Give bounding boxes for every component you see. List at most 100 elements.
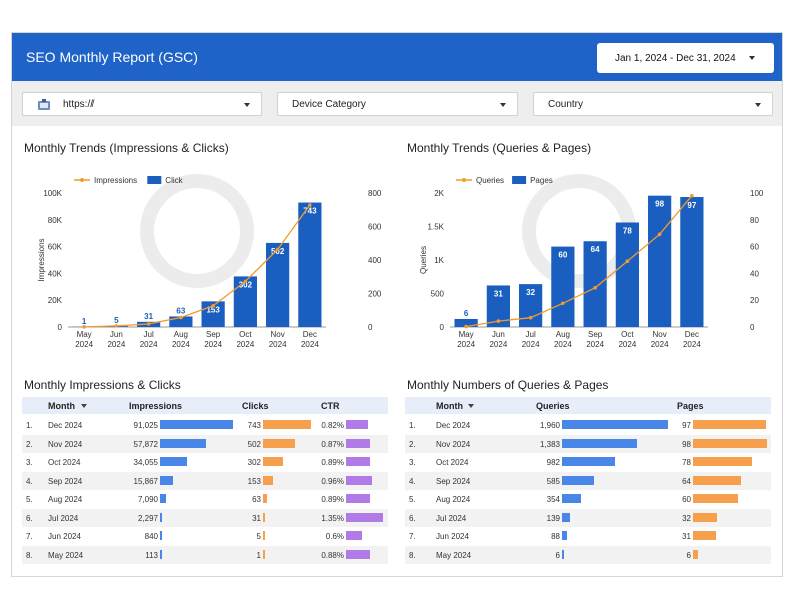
table-row[interactable]: 1. Dec 2024 1,960 97	[405, 416, 771, 434]
table-header: Month Queries Pages	[405, 397, 771, 414]
table-row[interactable]: 3. Oct 2024 982 78	[405, 453, 771, 471]
pages-cell: 60	[682, 495, 691, 504]
country-filter[interactable]: Country	[533, 92, 773, 116]
date-range-picker[interactable]: Jan 1, 2024 - Dec 31, 2024	[597, 43, 774, 73]
table-row[interactable]: 5. Aug 2024 354 60	[405, 490, 771, 508]
y2-tick-label: 60	[750, 243, 759, 252]
y-tick-label: 0	[440, 323, 445, 332]
row-number: 7.	[26, 532, 33, 541]
impressions-bar	[160, 494, 166, 503]
table-row[interactable]: 5. Aug 2024 7,090 63 0.89%	[22, 490, 388, 508]
month-cell: Nov 2024	[436, 439, 471, 449]
x-tick-label: 2024	[140, 340, 158, 349]
pages-cell: 78	[682, 458, 691, 467]
bar-data-label: 78	[623, 226, 632, 235]
x-tick-label: Aug	[556, 330, 570, 339]
x-tick-label: 2024	[301, 340, 319, 349]
month-cell: Sep 2024	[436, 476, 471, 486]
month-cell: May 2024	[436, 550, 472, 560]
table-row[interactable]: 8. May 2024 113 1 0.88%	[22, 545, 388, 564]
impressions-bar	[160, 531, 162, 540]
site-filter[interactable]: https://̸	[22, 92, 262, 116]
queries-bar	[562, 512, 570, 522]
table-row[interactable]: 2. Nov 2024 1,383 98	[405, 434, 771, 453]
bar	[266, 242, 290, 327]
bar	[233, 276, 257, 327]
queries-cell: 1,960	[539, 421, 560, 430]
row-number: 5.	[26, 495, 33, 504]
month-cell: Aug 2024	[48, 495, 83, 504]
clicks-cell: 5	[256, 532, 261, 541]
table-row[interactable]: 3. Oct 2024 34,055 302 0.89%	[22, 453, 388, 471]
y-tick-label: 1K	[434, 256, 444, 265]
table-row[interactable]: 6. Jul 2024 2,297 31 1.35%	[22, 508, 388, 527]
y2-tick-label: 40	[750, 269, 759, 278]
table-row[interactable]: 7. Jun 2024 840 5 0.6%	[22, 527, 388, 545]
filter-bar: https://̸ Device Category Country	[12, 81, 782, 126]
table-row[interactable]: 7. Jun 2024 88 31	[405, 527, 771, 545]
y-tick-label: 60K	[48, 243, 63, 252]
bar-data-label: 97	[687, 201, 696, 210]
pages-bar	[693, 475, 742, 485]
row-number: 3.	[26, 458, 33, 467]
line-point	[114, 324, 119, 328]
x-tick-label: 2024	[618, 340, 636, 349]
table-row[interactable]: 4. Sep 2024 15,867 153 0.96%	[22, 471, 388, 490]
queries-cell: 6	[555, 550, 560, 560]
x-tick-label: Sep	[206, 330, 221, 339]
clicks-bar	[263, 457, 283, 466]
clicks-bar	[263, 438, 296, 448]
clicks-bar	[263, 475, 273, 485]
clicks-bar	[263, 512, 265, 522]
queries-bar	[562, 475, 594, 485]
column-header-month[interactable]: Month	[48, 401, 75, 411]
x-tick-label: Nov	[271, 330, 285, 339]
bar-data-label: 6	[464, 309, 469, 318]
column-header-impressions[interactable]: Impressions	[129, 401, 183, 411]
line-point	[496, 319, 501, 323]
table-row[interactable]: 2. Nov 2024 57,872 502 0.87%	[22, 434, 388, 453]
line-point	[528, 315, 533, 320]
device-filter-label: Device Category	[292, 99, 366, 110]
sort-desc-icon[interactable]	[468, 404, 474, 408]
table-row[interactable]: 8. May 2024 6 6	[405, 545, 771, 564]
ctr-bar	[346, 512, 383, 522]
chevron-down-icon	[500, 103, 506, 107]
site-icon	[38, 99, 50, 110]
sort-desc-icon[interactable]	[81, 404, 87, 408]
watermark-logo-icon	[522, 174, 636, 288]
month-cell: Aug 2024	[436, 495, 471, 504]
y-tick-label: 80K	[48, 216, 63, 225]
ctr-bar	[346, 420, 369, 429]
report-frame: SEO Monthly Report (GSC) Jan 1, 2024 - D…	[11, 32, 783, 577]
pages-bar	[693, 494, 739, 503]
table-row[interactable]: 6. Jul 2024 139 32	[405, 508, 771, 527]
column-header-clicks[interactable]: Clicks	[242, 401, 269, 411]
queries-pages-table: Month Queries Pages 1. Dec 2024 1,960 97 2. N…	[405, 397, 771, 564]
impressions-cell: 7,090	[137, 495, 158, 504]
bar-data-label: 5	[114, 316, 119, 325]
y2-tick-label: 0	[750, 323, 755, 332]
row-number: 1.	[409, 421, 416, 430]
device-filter[interactable]: Device Category	[277, 92, 518, 116]
impressions-cell: 34,055	[133, 458, 158, 467]
x-tick-label: 2024	[683, 340, 701, 349]
ctr-cell: 0.6%	[325, 532, 344, 541]
clicks-cell: 63	[252, 495, 261, 504]
watermark-logo-icon	[140, 174, 254, 288]
column-header-queries[interactable]: Queries	[536, 401, 570, 411]
impressions-bar	[160, 549, 162, 559]
table-row[interactable]: 1. Dec 2024 91,025 743 0.82%	[22, 416, 388, 434]
column-header-ctr[interactable]: CTR	[321, 401, 340, 411]
column-header-month[interactable]: Month	[436, 401, 463, 411]
x-tick-label: Oct	[239, 330, 252, 339]
ctr-bar	[346, 475, 373, 485]
chart2-title: Monthly Trends (Queries & Pages)	[407, 141, 592, 155]
table-row[interactable]: 4. Sep 2024 585 64	[405, 471, 771, 490]
bar	[551, 246, 575, 327]
line-point	[243, 279, 248, 284]
bar-data-label: 64	[591, 245, 600, 254]
line-point	[82, 325, 86, 329]
queries-bar	[562, 438, 637, 448]
column-header-pages[interactable]: Pages	[677, 401, 704, 411]
